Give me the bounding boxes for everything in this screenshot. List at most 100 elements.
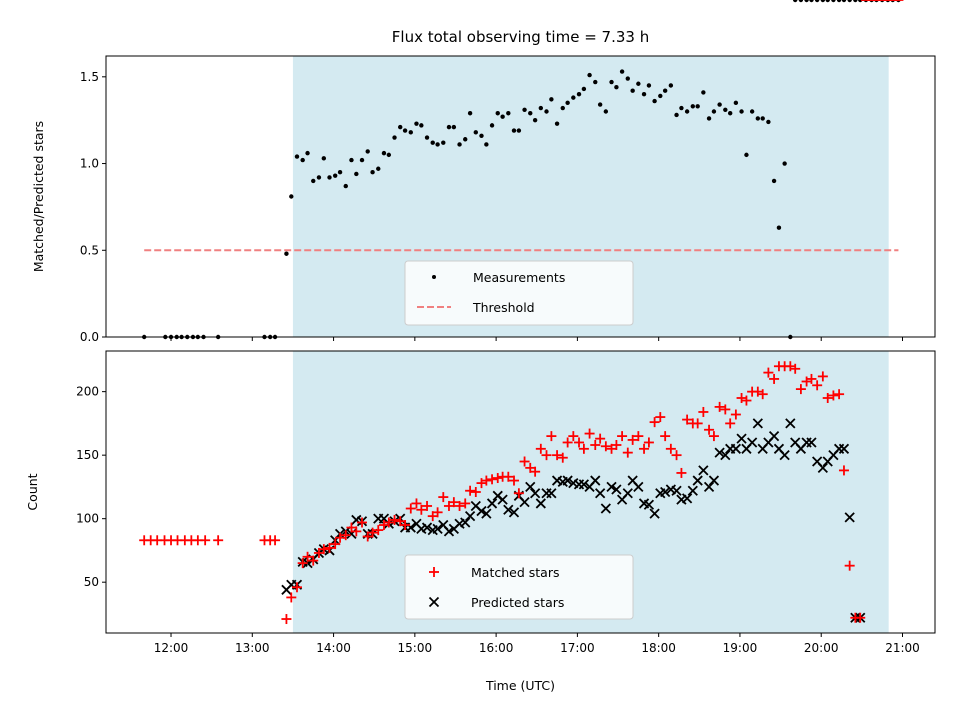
measurement-point xyxy=(300,157,305,163)
measurement-point xyxy=(402,128,408,133)
predicted-star-point xyxy=(562,475,573,486)
predicted-star-point xyxy=(486,498,498,509)
matched-star-point xyxy=(622,447,633,458)
matched-star-point xyxy=(400,520,411,531)
bottom-x-tick-label: 13:00 xyxy=(235,641,270,655)
top-legend-box xyxy=(404,260,634,326)
measurement-point xyxy=(408,130,413,135)
matched-star-point xyxy=(590,440,601,450)
matched-star-point xyxy=(530,466,541,477)
matched-star-point xyxy=(633,431,644,442)
predicted-star-point xyxy=(535,498,546,509)
legend-measurements-label: Measurements xyxy=(473,270,565,285)
legend-threshold-label: Threshold xyxy=(472,300,535,315)
legend-x-glyph xyxy=(428,596,440,608)
measurement-point xyxy=(581,86,587,92)
measurement-point xyxy=(739,109,744,114)
predicted-star-point xyxy=(464,510,476,522)
measurement-point xyxy=(609,79,614,85)
matched-star-point xyxy=(725,418,736,429)
matched-star-point xyxy=(535,443,546,454)
measurement-point xyxy=(727,111,733,116)
matched-star-point xyxy=(335,532,346,543)
top-chart-title: Flux total observing time = 7.33 h xyxy=(392,28,649,46)
top-y-tick-label: 0.0 xyxy=(80,330,99,344)
bottom-axes-frame xyxy=(105,350,936,634)
measurement-point xyxy=(511,128,517,133)
predicted-star-point xyxy=(768,430,780,442)
measurement-point xyxy=(484,142,489,147)
predicted-star-point xyxy=(703,481,715,493)
matched-star-point xyxy=(487,474,498,485)
predicted-star-point xyxy=(421,522,433,533)
predicted-star-point xyxy=(590,475,601,486)
measurement-point xyxy=(646,83,652,88)
measurement-point xyxy=(782,161,787,166)
predicted-star-point xyxy=(806,437,817,448)
measurement-point xyxy=(706,116,712,121)
measurement-point xyxy=(836,0,842,3)
predicted-star-point xyxy=(503,504,514,515)
matched-star-point xyxy=(513,488,524,499)
matched-star-point xyxy=(578,443,589,454)
measurement-point xyxy=(532,117,538,123)
matched-star-point xyxy=(757,389,768,400)
measurement-point xyxy=(489,123,495,128)
matched-star-point xyxy=(617,431,628,442)
measurement-point xyxy=(847,0,852,3)
matched-star-point xyxy=(806,373,817,384)
predicted-star-point xyxy=(497,494,508,505)
predicted-star-point xyxy=(660,486,671,498)
predicted-star-point xyxy=(481,508,492,519)
matched-star-point xyxy=(822,393,833,403)
matched-star-point xyxy=(660,431,671,442)
measurement-point xyxy=(451,124,457,130)
matched-star-point xyxy=(704,424,715,435)
matched-star-point xyxy=(291,582,302,593)
predicted-star-point xyxy=(432,523,443,534)
predicted-star-point xyxy=(476,505,487,517)
measurement-point xyxy=(354,171,359,177)
measurement-point xyxy=(711,109,717,114)
bottom-legend-box xyxy=(404,554,634,620)
predicted-star-point xyxy=(595,488,606,499)
predicted-star-point xyxy=(600,503,611,514)
measurement-point xyxy=(841,0,847,3)
measurement-point xyxy=(365,149,370,154)
predicted-star-point xyxy=(460,517,471,528)
bottom-x-tick-label: 19:00 xyxy=(723,641,758,655)
predicted-star-point xyxy=(698,465,709,476)
matched-star-point xyxy=(639,443,650,454)
measurement-point xyxy=(766,119,771,125)
predicted-star-point xyxy=(633,481,644,493)
bottom-axis-ticks: 50 100 150 200 12:00 13:00 14:00 15:00 16:00 17:0… xyxy=(76,385,920,655)
matched-star-point xyxy=(281,614,292,625)
measurement-point xyxy=(311,178,316,184)
measurement-point xyxy=(473,130,478,135)
measurement-point xyxy=(516,128,522,133)
matched-star-point xyxy=(508,475,519,486)
measurement-point xyxy=(538,105,544,111)
predicted-star-point xyxy=(714,447,725,458)
predicted-star-point xyxy=(508,507,520,518)
matched-star-point xyxy=(286,592,297,603)
matched-star-point xyxy=(600,441,611,452)
measurement-point xyxy=(549,97,554,102)
measurement-point xyxy=(386,152,392,158)
matched-star-point xyxy=(519,456,530,467)
matched-star-point xyxy=(557,452,568,463)
legend-matched-label: Matched stars xyxy=(471,565,559,580)
measurement-point xyxy=(771,178,777,184)
measurement-point xyxy=(528,111,533,116)
measurement-point xyxy=(294,154,300,159)
matched-star-point xyxy=(855,612,866,623)
matched-star-point xyxy=(574,437,585,448)
measurement-point xyxy=(733,100,739,106)
predicted-star-point xyxy=(730,443,742,454)
measurement-point xyxy=(419,123,424,128)
measurement-point xyxy=(479,133,484,138)
matched-star-point xyxy=(373,525,384,536)
measurement-point xyxy=(327,175,332,180)
matched-star-point xyxy=(692,418,703,429)
matched-star-point xyxy=(627,434,638,445)
